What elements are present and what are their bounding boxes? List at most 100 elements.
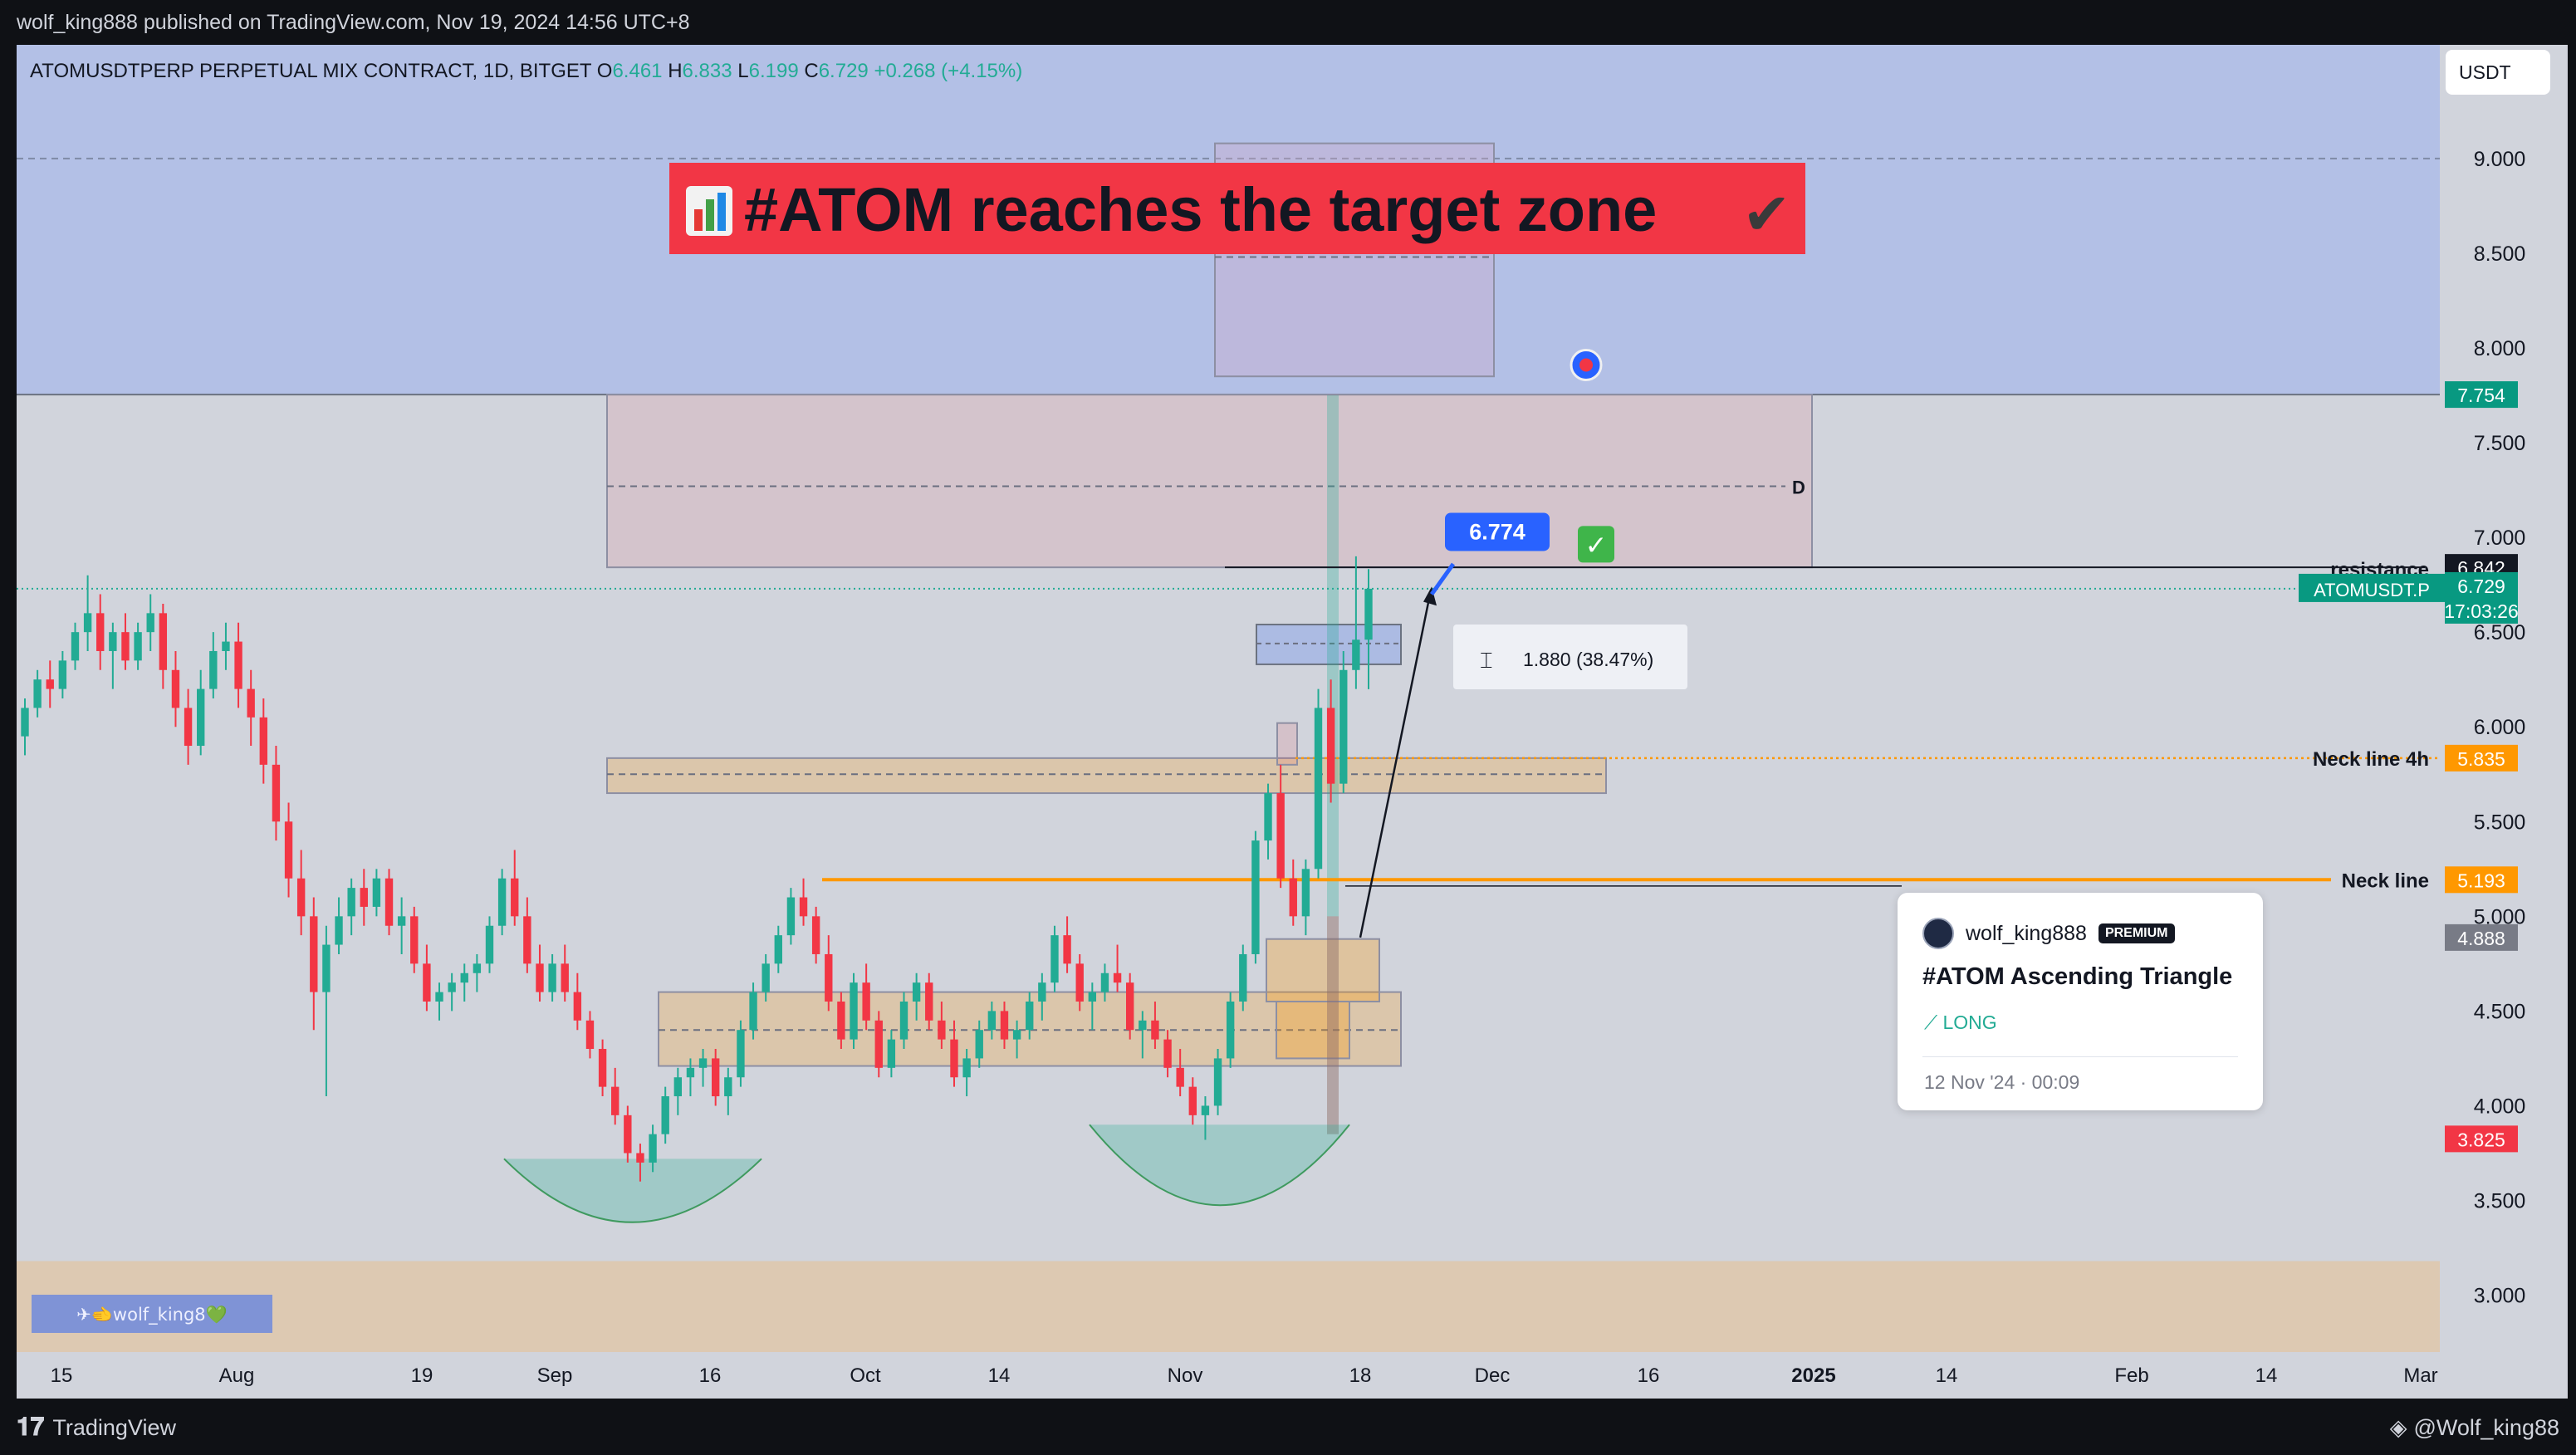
price-tick: 7.000 xyxy=(2474,527,2526,550)
candle-body xyxy=(774,935,782,964)
candle xyxy=(938,1001,946,1050)
time-tick: Mar xyxy=(2403,1364,2437,1387)
idea-card[interactable]: wolf_king888 PREMIUM #ATOM Ascending Tri… xyxy=(1898,893,2263,1110)
currency-selector[interactable]: USDT xyxy=(2446,50,2550,95)
time-tick: 16 xyxy=(699,1364,722,1387)
measure-icon: ⌶ xyxy=(1480,649,1493,674)
candle xyxy=(724,1067,732,1115)
symbol-info-part: L xyxy=(737,60,748,82)
measure-label: 1.880 (38.47%) xyxy=(1523,649,1653,670)
supply-zone xyxy=(606,394,1813,569)
candle-body xyxy=(134,632,142,661)
candle xyxy=(347,878,355,936)
candle-body xyxy=(799,897,808,917)
candle xyxy=(573,972,582,1031)
candle xyxy=(799,878,808,926)
candle-body xyxy=(1364,588,1373,640)
candle xyxy=(1289,859,1297,926)
candle-body xyxy=(561,963,569,992)
candle xyxy=(950,1020,958,1087)
candle-body xyxy=(435,992,443,1002)
candle-body xyxy=(649,1134,657,1163)
candle xyxy=(296,850,306,936)
candle-body xyxy=(171,669,180,708)
check-emoji-text: ✓ xyxy=(1585,529,1608,561)
candle xyxy=(58,650,67,698)
candle-body xyxy=(1226,1001,1235,1059)
headline-check-icon: ✔ xyxy=(1742,180,1791,248)
candle-body xyxy=(598,1049,607,1087)
target-price-badge xyxy=(1445,512,1550,551)
emoji-bar-blue xyxy=(717,193,726,231)
candle-body xyxy=(1063,935,1071,964)
price-tick: 8.000 xyxy=(2474,337,2526,360)
headline-text: #ATOM reaches the target zone xyxy=(744,175,1657,244)
candle xyxy=(673,1067,683,1115)
candle xyxy=(1188,1077,1197,1125)
symbol-info-part: O xyxy=(597,60,613,82)
candle-body xyxy=(410,916,419,964)
symbol-info-part: 6.199 xyxy=(749,60,805,82)
candle-body xyxy=(862,982,870,1021)
bar-chart-emoji-icon xyxy=(686,186,732,236)
candle-body xyxy=(423,963,431,1002)
candle xyxy=(1264,783,1272,860)
symbol-price-tag-text: ATOMUSDT.P xyxy=(2314,580,2430,600)
candle xyxy=(1163,1030,1172,1078)
tradingview-logo[interactable]: 𝟏𝟕 TradingView xyxy=(17,1413,176,1442)
candle-body xyxy=(1075,963,1084,1002)
candle xyxy=(435,982,443,1021)
price-tick: 7.500 xyxy=(2474,432,2526,455)
candle xyxy=(1012,1020,1021,1059)
candle xyxy=(1126,972,1134,1040)
candle-body xyxy=(96,613,105,651)
candle xyxy=(360,869,368,926)
author-handle[interactable]: ◈ @Wolf_king88 xyxy=(2390,1415,2559,1441)
candle-body xyxy=(1176,1067,1184,1087)
candle-body xyxy=(686,1067,695,1078)
label-pointer xyxy=(1429,562,1456,595)
candle xyxy=(786,888,796,945)
author-name[interactable]: wolf_king888 xyxy=(1966,921,2087,945)
candle xyxy=(473,953,482,992)
candle xyxy=(384,869,394,936)
candle xyxy=(561,944,569,1002)
candle-body xyxy=(762,963,770,992)
price-label xyxy=(2445,381,2518,409)
idea-title[interactable]: #ATOM Ascending Triangle xyxy=(1922,963,2233,990)
candle xyxy=(71,622,80,670)
candle-body xyxy=(121,632,130,661)
candle-body xyxy=(1151,1020,1159,1040)
time-tick: 16 xyxy=(1638,1364,1660,1387)
price-label-text: 17:03:26 xyxy=(2444,600,2519,622)
price-label xyxy=(2445,596,2518,624)
candle xyxy=(1088,982,1097,1031)
candle xyxy=(1364,569,1373,689)
arrowhead-icon xyxy=(1423,586,1437,606)
candle xyxy=(197,669,205,756)
signature-box xyxy=(32,1295,272,1333)
candle xyxy=(737,1020,745,1087)
candle-body xyxy=(624,1115,632,1154)
candle xyxy=(234,622,242,708)
candle xyxy=(649,1124,657,1173)
candle xyxy=(335,897,343,954)
handle-text: @Wolf_king88 xyxy=(2413,1415,2560,1440)
candle-body xyxy=(825,953,833,1002)
candle xyxy=(749,982,757,1040)
candle xyxy=(1301,859,1310,936)
candle-body xyxy=(661,1096,669,1134)
candle-body xyxy=(372,878,381,907)
candle-body xyxy=(1188,1086,1197,1115)
price-label-text: 4.888 xyxy=(2457,928,2505,949)
candle-body xyxy=(247,688,255,718)
symbol-info-part: C xyxy=(804,60,818,82)
candle-body xyxy=(1201,1105,1210,1115)
candle-body xyxy=(1326,708,1335,784)
symbol-info-part: ATOMUSDTPERP PERPETUAL MIX CONTRACT, 1D,… xyxy=(30,60,597,82)
candle-body xyxy=(322,944,331,992)
candle-body xyxy=(21,708,29,737)
time-tick: Nov xyxy=(1168,1364,1203,1387)
candle-body xyxy=(749,992,757,1031)
